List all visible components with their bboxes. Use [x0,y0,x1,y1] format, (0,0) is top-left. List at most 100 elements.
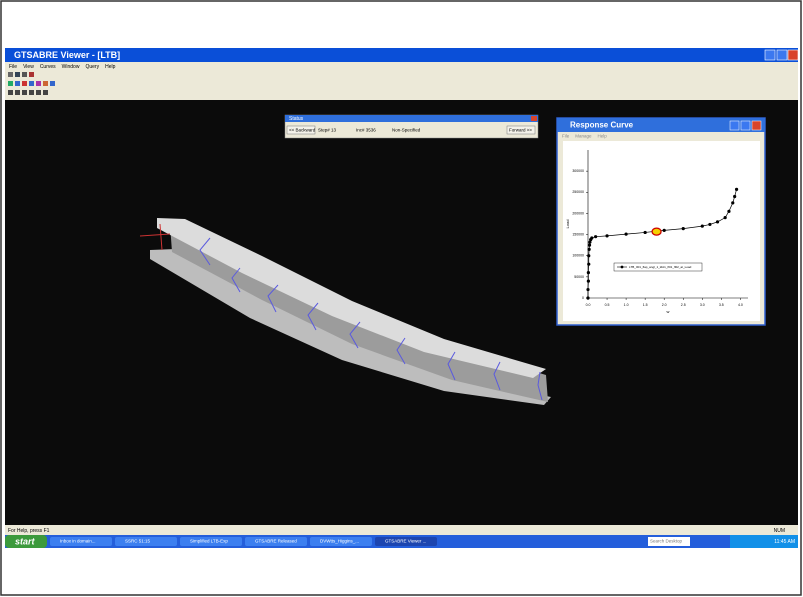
data-point [590,236,593,239]
menu-bar: File Manage Help [562,134,607,139]
toolbar-area [5,62,798,100]
highlight-point [652,228,661,235]
minimize-button[interactable] [765,50,775,60]
data-point [586,296,589,299]
x-tick-label: 0.0 [586,303,591,307]
tool-icon[interactable] [8,81,13,86]
clock: 11:45 AM [774,539,795,545]
legend-label: LTB_001_flap_angl_1_ldA1_fl01_fl02_at_Lo… [629,265,692,269]
data-point [733,195,736,198]
button-label: Forward >> [509,128,532,133]
status-text: For Help, press F1 [8,528,50,534]
tool-icon[interactable] [50,81,55,86]
tool-icon[interactable] [29,90,34,95]
y-tick-label: 300000 [572,169,584,173]
menu-item[interactable]: Manage [575,134,592,139]
y-tick-label: 250000 [572,190,584,194]
data-point [588,248,591,251]
y-axis-label: Load [565,220,570,229]
menu-item[interactable]: Query [85,64,99,70]
y-tick-label: 200000 [572,211,584,215]
window-title: GTSABRE Viewer - [LTB] [14,50,120,60]
status-bar [5,525,798,535]
menu-item[interactable]: File [9,64,17,70]
tool-icon[interactable] [29,72,34,77]
minimize-button[interactable] [730,121,739,130]
search-placeholder: Search Desktop [650,539,683,544]
y-tick-label: 50000 [574,275,584,279]
y-tick-label: 100000 [572,254,584,258]
x-tick-label: 2.5 [681,303,686,307]
menu-item[interactable]: Curves [40,64,56,70]
inc-label: Inc# 3536 [356,128,376,133]
menu-item[interactable]: Window [62,64,80,70]
tool-icon[interactable] [15,72,20,77]
close-button[interactable] [788,50,798,60]
data-point [724,216,727,219]
menu-item[interactable]: Help [105,64,116,70]
status-dialog: Status << Backward Step# 13 Inc# 3536 No… [285,115,538,138]
screenshot: GTSABRE Viewer - [LTB] File View Curves Win… [0,0,803,597]
data-point [708,223,711,226]
task-label: Simplified LTB-Exp [190,539,228,544]
data-point [716,220,719,223]
tool-icon[interactable] [8,90,13,95]
window-title: Response Curve [570,121,634,130]
maximize-button[interactable] [777,50,787,60]
menu-item[interactable]: View [23,64,34,70]
task-label: DVWtts_Higgins_... [320,539,359,544]
task-label: GTSABRE Viewer ... [385,539,426,544]
tool-icon[interactable] [8,72,13,77]
task-label: SSRC 51:15 [125,539,151,544]
start-label: start [15,536,36,546]
close-button[interactable] [531,116,537,121]
tool-icon[interactable] [43,81,48,86]
data-point [587,271,590,274]
y-tick-label: 150000 [572,232,584,236]
button-label: << Backward [289,128,316,133]
x-tick-label: 4.0 [738,303,743,307]
tool-icon[interactable] [22,90,27,95]
num-indicator: NUM [774,528,785,534]
data-point [587,263,590,266]
step-label: Step# 13 [318,128,337,133]
tool-icon[interactable] [36,81,41,86]
x-tick-label: 3.5 [719,303,724,307]
x-tick-label: 3.0 [700,303,705,307]
maximize-button[interactable] [741,121,750,130]
close-button[interactable] [752,121,761,130]
task-label: GTSABRE Released [255,539,297,544]
data-point [731,201,734,204]
data-point [624,233,627,236]
tool-icon[interactable] [43,90,48,95]
tool-icon[interactable] [22,72,27,77]
y-tick-label: 0 [582,296,584,300]
menu-item[interactable]: File [562,134,570,139]
data-point [727,210,730,213]
tool-icon[interactable] [15,81,20,86]
tool-icon[interactable] [22,81,27,86]
x-axis-label: w [667,309,670,314]
x-tick-label: 2.0 [662,303,667,307]
data-point [587,279,590,282]
tool-icon[interactable] [36,90,41,95]
data-point [586,288,589,291]
x-tick-label: 1.5 [643,303,648,307]
data-point [663,229,666,232]
title-bar [5,48,798,62]
menu-item[interactable]: Help [598,134,608,139]
data-point [605,234,608,237]
data-point [644,231,647,234]
data-point [594,235,597,238]
data-point [588,244,591,247]
x-tick-label: 0.5 [605,303,610,307]
dialog-title: Status [289,116,304,122]
legend-marker [621,266,624,269]
data-point [701,225,704,228]
mode-label: Non-Specified [392,128,421,133]
tool-icon[interactable] [15,90,20,95]
data-point [587,254,590,257]
tool-icon[interactable] [29,81,34,86]
x-tick-label: 1.0 [624,303,629,307]
data-point [735,188,738,191]
